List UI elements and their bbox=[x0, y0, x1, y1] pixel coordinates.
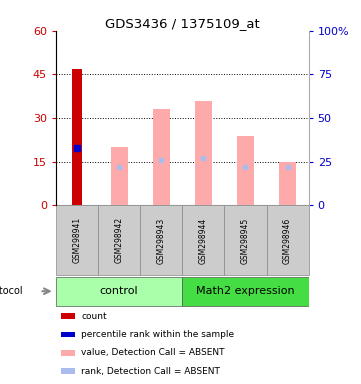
Text: value, Detection Call = ABSENT: value, Detection Call = ABSENT bbox=[81, 348, 225, 357]
Bar bbox=[98, 205, 140, 275]
Text: count: count bbox=[81, 312, 107, 321]
Bar bbox=[153, 109, 170, 205]
Bar bbox=[182, 277, 309, 306]
Text: protocol: protocol bbox=[0, 286, 23, 296]
Bar bbox=[56, 205, 98, 275]
Text: GSM298946: GSM298946 bbox=[283, 217, 292, 263]
Bar bbox=[266, 205, 309, 275]
Bar bbox=[61, 332, 75, 337]
Bar bbox=[111, 147, 127, 205]
Text: control: control bbox=[100, 286, 138, 296]
Text: Math2 expression: Math2 expression bbox=[196, 286, 295, 296]
Bar bbox=[279, 162, 296, 205]
Text: GSM298942: GSM298942 bbox=[115, 217, 123, 263]
Bar bbox=[225, 205, 266, 275]
Text: GSM298944: GSM298944 bbox=[199, 217, 208, 263]
Bar bbox=[61, 368, 75, 374]
Text: rank, Detection Call = ABSENT: rank, Detection Call = ABSENT bbox=[81, 366, 220, 376]
Bar bbox=[61, 350, 75, 356]
Text: GSM298943: GSM298943 bbox=[157, 217, 166, 263]
Bar bbox=[195, 101, 212, 205]
Text: GSM298945: GSM298945 bbox=[241, 217, 250, 263]
Bar bbox=[56, 277, 182, 306]
Bar bbox=[237, 136, 254, 205]
Title: GDS3436 / 1375109_at: GDS3436 / 1375109_at bbox=[105, 17, 260, 30]
Bar bbox=[182, 205, 225, 275]
Bar bbox=[72, 69, 82, 205]
Bar bbox=[140, 205, 182, 275]
Text: GSM298941: GSM298941 bbox=[73, 217, 82, 263]
Text: percentile rank within the sample: percentile rank within the sample bbox=[81, 330, 234, 339]
Bar bbox=[61, 313, 75, 319]
